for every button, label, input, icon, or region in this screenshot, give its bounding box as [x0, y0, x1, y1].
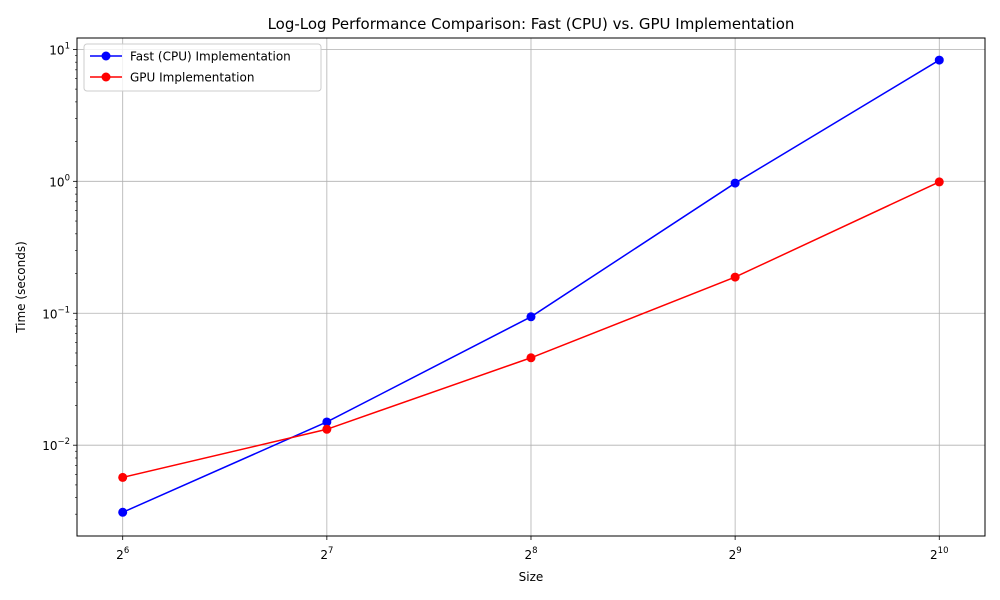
- y-tick-label: 101: [49, 41, 70, 57]
- data-point: [730, 272, 740, 282]
- chart-title: Log-Log Performance Comparison: Fast (CP…: [268, 15, 795, 33]
- series-1: [118, 55, 944, 517]
- data-point: [934, 177, 944, 187]
- data-point: [322, 424, 332, 434]
- x-tick-label: 29: [729, 546, 742, 562]
- data-point: [118, 507, 128, 517]
- legend-label: GPU Implementation: [130, 71, 254, 85]
- y-axis-ticks: 10−2 10−1 100 101: [42, 41, 77, 515]
- x-axis-label: Size: [519, 570, 544, 584]
- y-axis-label: Time (seconds): [14, 241, 28, 334]
- legend: Fast (CPU) Implementation GPU Implementat…: [83, 43, 322, 92]
- data-point: [118, 472, 128, 482]
- legend-box: [83, 43, 322, 92]
- y-tick-label: 100: [49, 173, 70, 189]
- legend-label: Fast (CPU) Implementation: [130, 50, 291, 64]
- data-point: [526, 353, 536, 363]
- data-point: [322, 417, 332, 427]
- x-tick-label: 210: [930, 546, 948, 562]
- series-2: [118, 177, 944, 482]
- y-tick-label: 10−1: [42, 305, 70, 321]
- x-tick-label: 27: [320, 546, 333, 562]
- data-point: [934, 55, 944, 65]
- x-tick-label: 28: [524, 546, 537, 562]
- x-tick-label: 26: [116, 546, 129, 562]
- y-tick-label: 10−2: [42, 437, 70, 453]
- x-axis-ticks: 26 27 28 29 210: [116, 536, 949, 562]
- legend-marker: [101, 51, 111, 61]
- data-point: [526, 312, 536, 322]
- data-point: [730, 178, 740, 188]
- series-layer: [118, 55, 944, 517]
- legend-marker: [101, 72, 111, 82]
